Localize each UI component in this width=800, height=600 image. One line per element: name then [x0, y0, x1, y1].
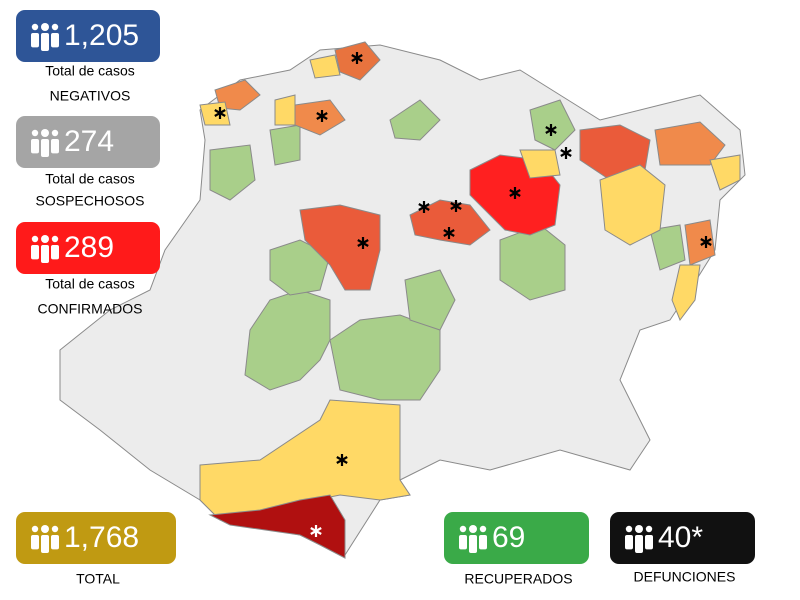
icon-head [645, 525, 653, 533]
icon-body [41, 33, 49, 51]
icon-body [31, 33, 39, 48]
stat-label: DEFUNCIONES [634, 569, 736, 585]
stat-value: 289 [64, 231, 114, 264]
marker-stroke [700, 238, 712, 246]
map [59, 41, 746, 559]
marker-stroke [310, 527, 322, 535]
stat-panel: 69 RECUPERADOS [444, 512, 589, 587]
people-icon [625, 525, 653, 553]
case-marker [509, 187, 521, 199]
icon-body [635, 535, 643, 553]
icon-head [479, 525, 487, 533]
people-icon [31, 23, 59, 51]
marker-stroke [560, 149, 572, 157]
icon-body [645, 535, 653, 550]
stat-box [16, 512, 176, 564]
marker-stroke [418, 203, 430, 211]
stat-label: SOSPECHOSOS [36, 193, 145, 209]
icon-head [41, 235, 49, 243]
icon-head [31, 235, 39, 243]
icon-body [51, 535, 59, 550]
icon-body [31, 245, 39, 260]
case-marker [545, 124, 557, 136]
stat-value: 1,768 [64, 521, 139, 554]
case-marker [310, 525, 322, 537]
icon-body [41, 245, 49, 263]
people-icon [31, 525, 59, 553]
stat-label: CONFIRMADOS [38, 301, 143, 317]
icon-head [41, 525, 49, 533]
icon-head [51, 525, 59, 533]
case-marker [214, 107, 226, 119]
icon-head [31, 129, 39, 137]
icon-head [469, 525, 477, 533]
stat-panel: 1,768 TOTAL [16, 512, 176, 587]
stat-label: TOTAL [76, 571, 120, 587]
marker-stroke [357, 239, 369, 247]
stat-panel: 1,205 Total de casos NEGATIVOS [16, 10, 160, 104]
icon-body [459, 535, 467, 550]
icon-body [51, 33, 59, 48]
stat-value: 1,205 [64, 19, 139, 52]
icon-body [31, 535, 39, 550]
icon-head [41, 23, 49, 31]
icon-head [31, 23, 39, 31]
people-icon [31, 129, 59, 157]
stat-box [16, 10, 160, 62]
stat-box [16, 116, 160, 168]
icon-head [51, 235, 59, 243]
stat-panel: 40* DEFUNCIONES [610, 512, 755, 585]
marker-stroke [509, 189, 521, 197]
icon-body [41, 535, 49, 553]
case-marker [700, 236, 712, 248]
stat-label: Total de casos [45, 63, 135, 79]
icon-head [51, 23, 59, 31]
case-marker [450, 200, 462, 212]
stat-value: 274 [64, 125, 114, 158]
marker-stroke [214, 109, 226, 117]
stat-box [444, 512, 589, 564]
marker-stroke [545, 126, 557, 134]
marker-stroke [336, 456, 348, 464]
icon-body [41, 139, 49, 157]
stat-label: Total de casos [45, 276, 135, 292]
case-marker [418, 201, 430, 213]
icon-body [51, 139, 59, 154]
people-icon [459, 525, 487, 553]
case-marker [443, 227, 455, 239]
stat-value: 40* [658, 521, 703, 554]
case-marker [351, 52, 363, 64]
stat-value: 69 [492, 521, 525, 554]
icon-body [469, 535, 477, 553]
stat-panels: 1,205 Total de casos NEGATIVOS 274 Total de … [16, 10, 755, 587]
case-marker [316, 110, 328, 122]
icon-body [31, 139, 39, 154]
people-icon [31, 235, 59, 263]
icon-head [459, 525, 467, 533]
case-marker [357, 237, 369, 249]
icon-head [625, 525, 633, 533]
icon-head [635, 525, 643, 533]
icon-body [479, 535, 487, 550]
case-marker [336, 454, 348, 466]
icon-head [51, 129, 59, 137]
stat-panel: 274 Total de casos SOSPECHOSOS [16, 116, 160, 209]
stat-box [16, 222, 160, 274]
stat-box [610, 512, 755, 564]
marker-stroke [316, 112, 328, 120]
icon-body [625, 535, 633, 550]
stat-panel: 289 Total de casos CONFIRMADOS [16, 222, 160, 317]
icon-head [41, 129, 49, 137]
stat-label: RECUPERADOS [464, 571, 572, 587]
icon-body [51, 245, 59, 260]
marker-stroke [443, 229, 455, 237]
marker-stroke [351, 54, 363, 62]
icon-head [31, 525, 39, 533]
stat-label: Total de casos [45, 171, 135, 187]
case-marker [560, 147, 572, 159]
stat-label: NEGATIVOS [50, 88, 131, 104]
marker-stroke [450, 202, 462, 210]
